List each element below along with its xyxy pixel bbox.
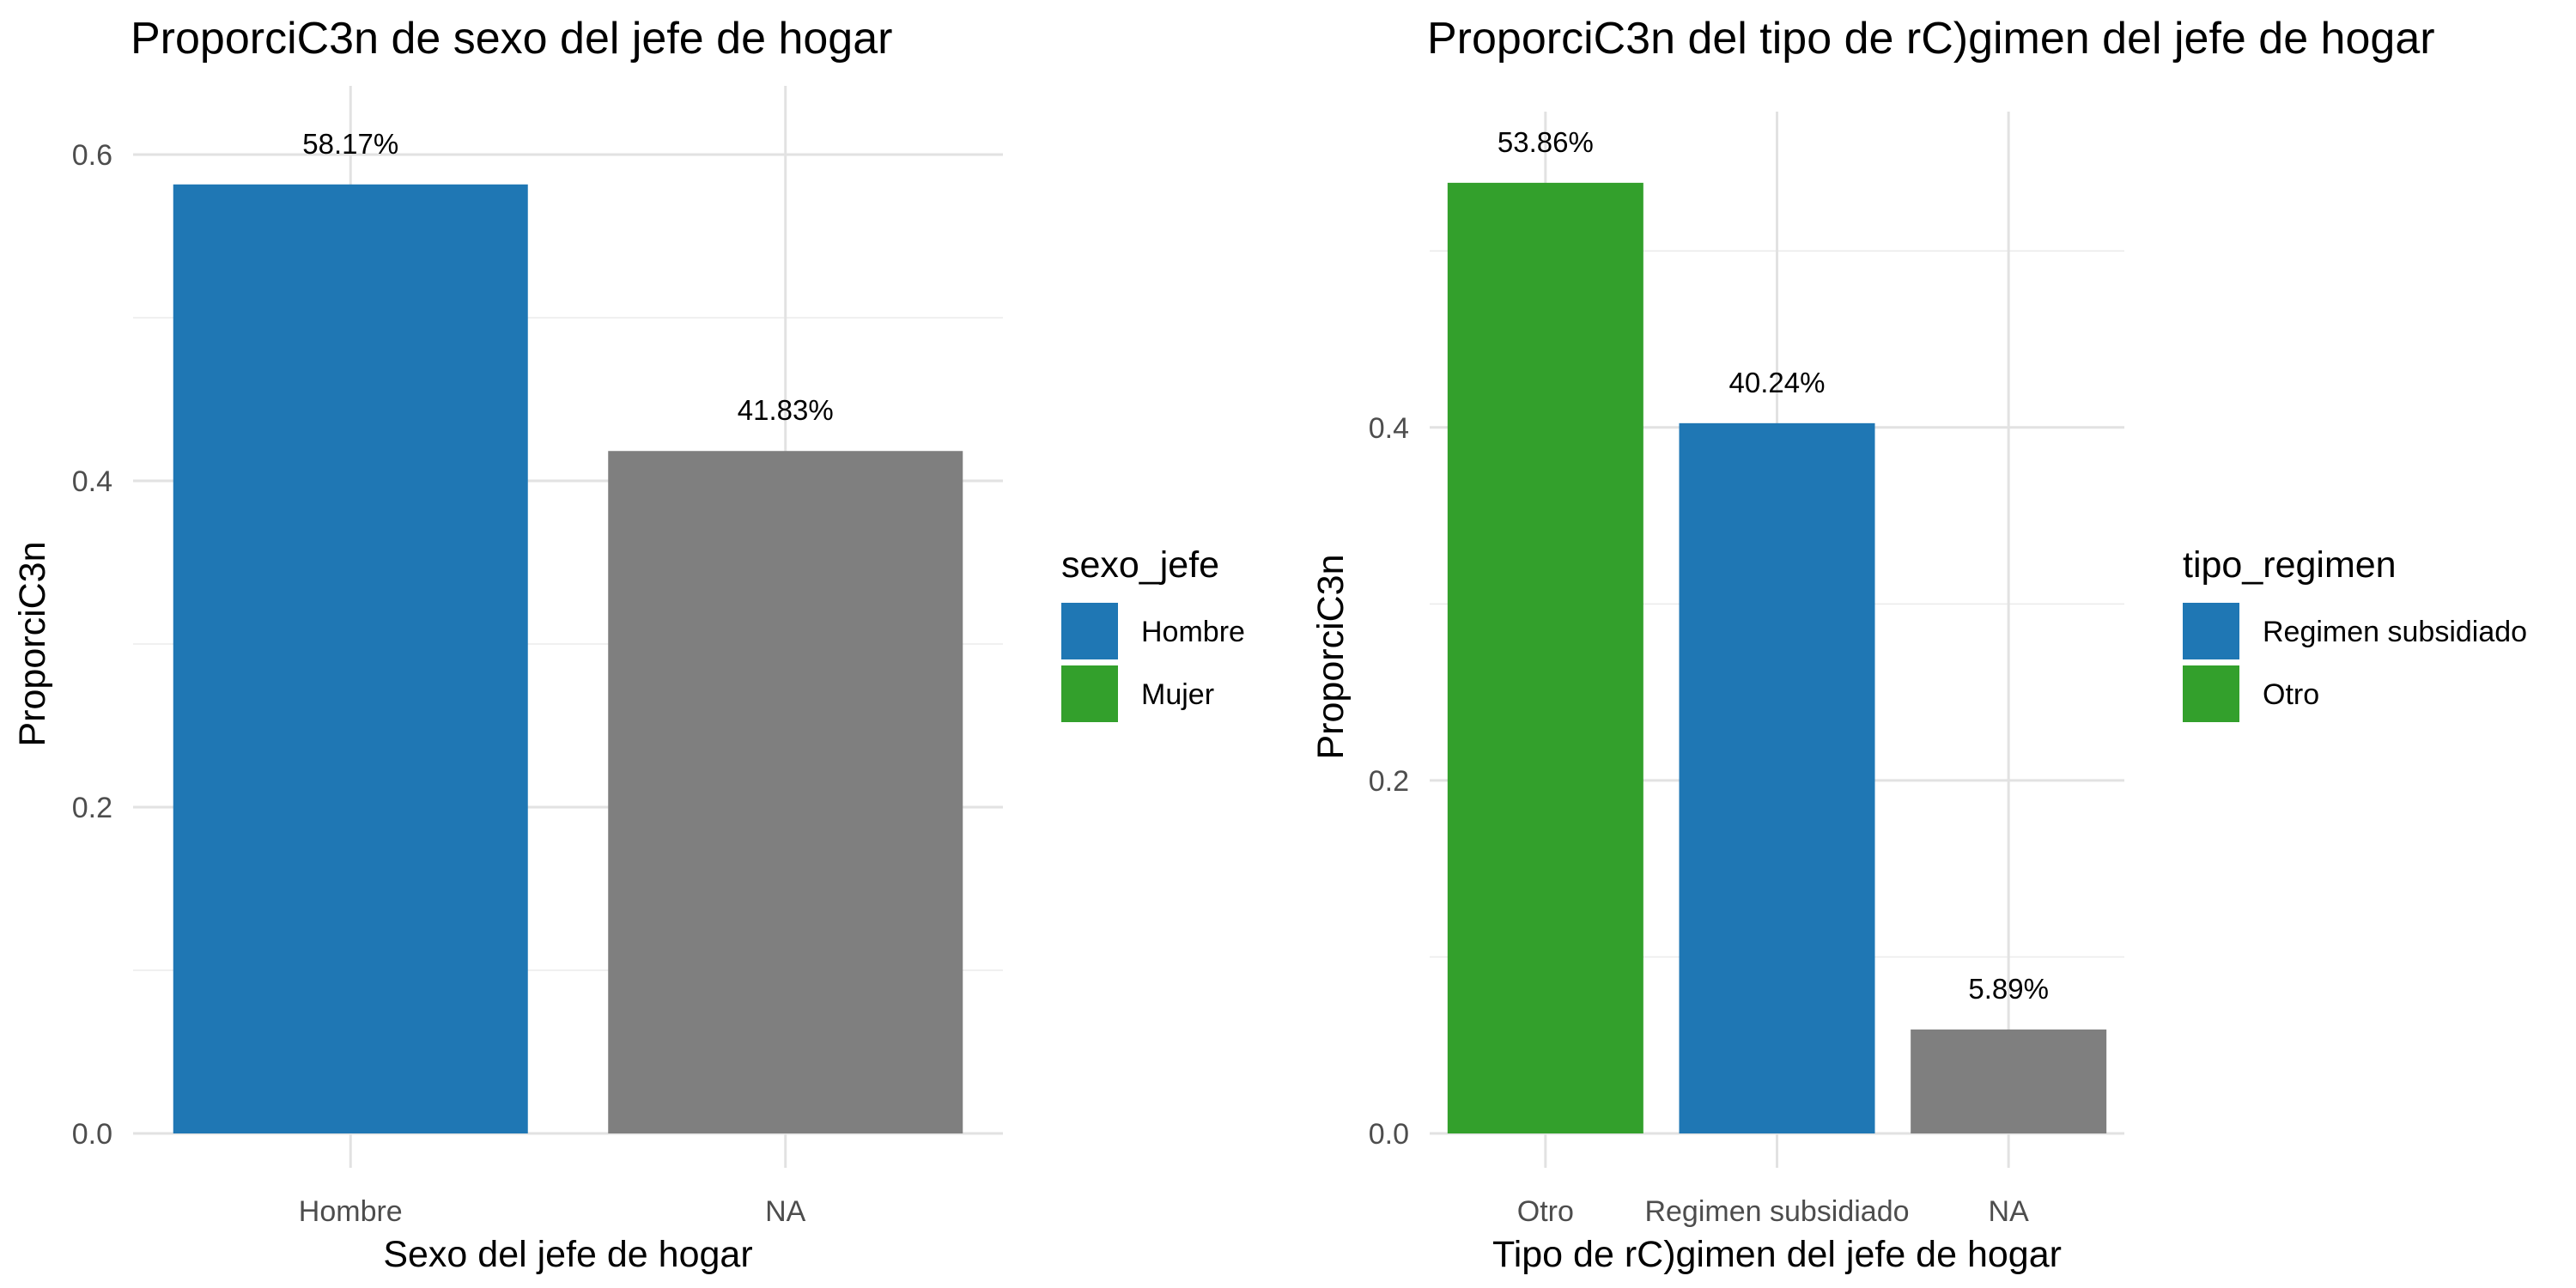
- bar-value-label: 53.86%: [1498, 126, 1594, 158]
- legend-key-hombre: [1061, 603, 1118, 659]
- legend-label: Otro: [2263, 678, 2319, 711]
- legend-label: Regimen subsidiado: [2263, 616, 2527, 648]
- legend-key-mujer: [1061, 665, 1118, 722]
- bar-na: [1911, 1029, 2107, 1133]
- x-tick-label: Regimen subsidiado: [1644, 1195, 1909, 1228]
- bar-hombre: [173, 184, 528, 1133]
- y-tick-label: 0.4: [1369, 412, 1409, 445]
- bar-value-label: 40.24%: [1729, 367, 1826, 398]
- y-tick-label: 0.2: [1369, 765, 1409, 798]
- y-tick-label: 0.4: [72, 465, 112, 498]
- bar-otro: [1447, 182, 1643, 1133]
- legend-title: tipo_regimen: [2183, 544, 2397, 586]
- legend-label: Mujer: [1141, 678, 1214, 711]
- y-tick-label: 0.2: [72, 792, 112, 824]
- x-tick-label: NA: [765, 1195, 806, 1228]
- bar-na: [608, 451, 963, 1133]
- legend-key-regimen-subsidiado: [2183, 603, 2239, 659]
- chart-title: ProporciC3n de sexo del jefe de hogar: [131, 14, 892, 64]
- bar-value-label: 41.83%: [738, 394, 834, 426]
- y-tick-label: 0.6: [72, 139, 112, 172]
- x-tick-label: Otro: [1517, 1195, 1574, 1228]
- bar-regimen-subsidiado: [1679, 422, 1875, 1133]
- bar-value-label: 5.89%: [1968, 973, 2049, 1005]
- y-tick-label: 0.0: [72, 1118, 112, 1151]
- y-tick-label: 0.0: [1369, 1118, 1409, 1151]
- legend-title: sexo_jefe: [1061, 544, 1219, 586]
- x-axis-label: Sexo del jefe de hogar: [383, 1234, 752, 1275]
- bar-value-label: 58.17%: [302, 128, 398, 160]
- legend-key-otro: [2183, 665, 2239, 722]
- x-axis-label: Tipo de rC)gimen del jefe de hogar: [1492, 1234, 2062, 1275]
- x-tick-label: Hombre: [299, 1195, 403, 1228]
- y-axis-label: ProporciC3n: [1310, 555, 1352, 760]
- y-axis-label: ProporciC3n: [12, 542, 53, 747]
- legend-label: Hombre: [1141, 616, 1245, 648]
- chart-title: ProporciC3n del tipo de rC)gimen del jef…: [1427, 14, 2435, 64]
- x-tick-label: NA: [1989, 1195, 2030, 1228]
